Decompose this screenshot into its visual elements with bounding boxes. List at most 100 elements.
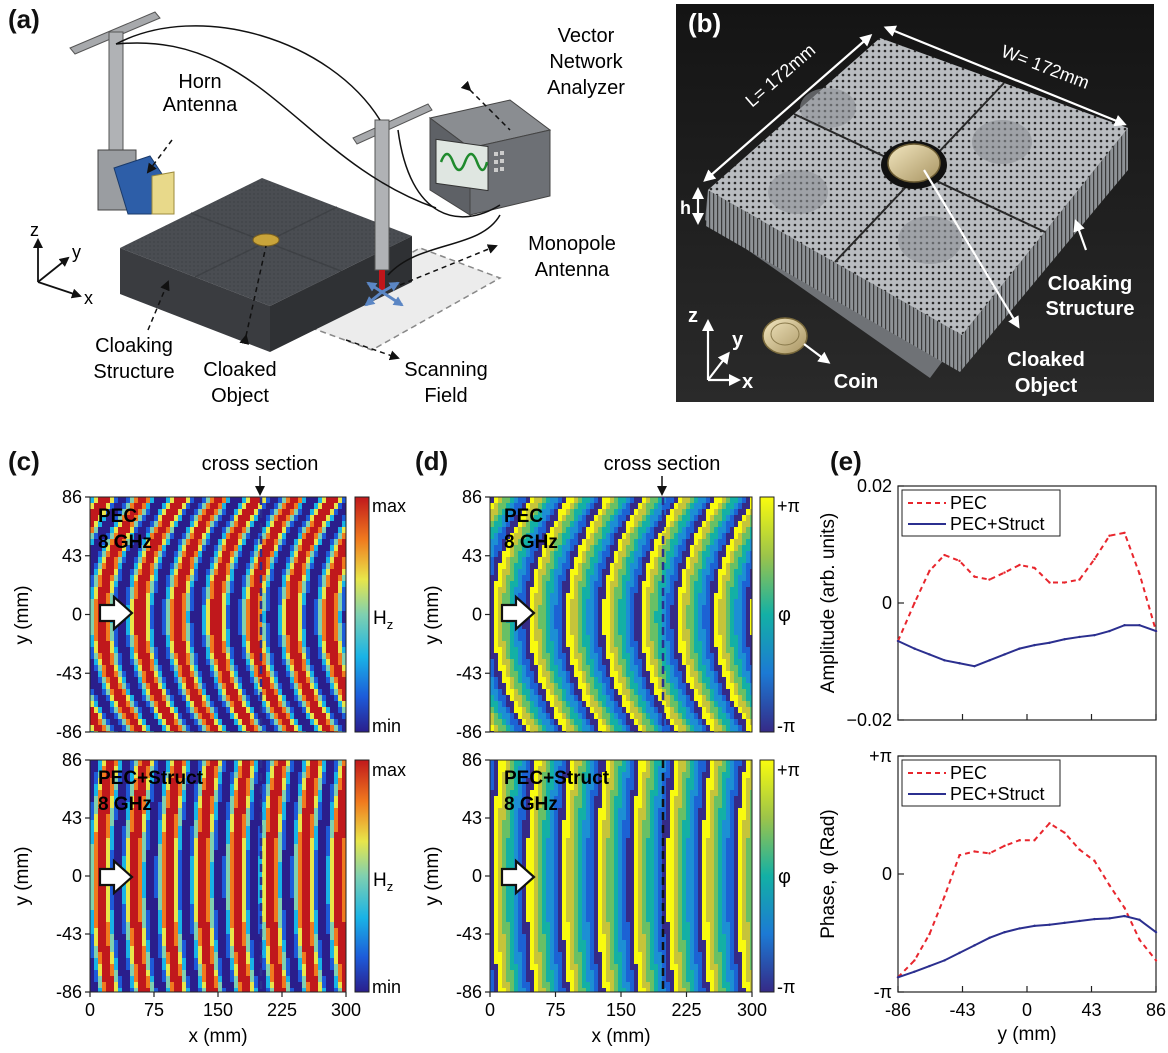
photo-cloaking-structure-label-2: Structure [1046,298,1135,320]
y-tick-label: −0.02 [846,710,892,730]
data-point [928,569,931,573]
scanning-field-label-2: Field [424,385,467,407]
data-point [913,959,916,962]
axis-y-label: y [72,242,81,262]
series-line-pec-struct [897,915,1157,979]
panel-d-top-ylabel: y (mm) [422,585,443,644]
photo-cloaked-object-label-1: Cloaked [1007,349,1085,371]
panel-d-cross-section-label: cross section [604,453,721,475]
monopole-antenna-icon [379,270,385,290]
legend-entry: PEC [950,763,987,783]
panel-c-top-ylabel: y (mm) [12,585,33,644]
y-tick-label: -43 [56,924,82,944]
height-h-label: h [680,198,691,218]
data-point [1093,859,1096,863]
panel-a-label: (a) [8,4,40,34]
series-line-pec [897,531,1157,642]
panel-d-top-title-2: 8 GHz [504,532,558,553]
colorbar-d-bottom-label: φ [778,866,791,888]
colorbar-c-bottom-min: min [372,977,401,997]
x-tick-label: 225 [671,1000,701,1020]
panel-c-top-title-1: PEC [98,506,137,527]
data-point [1138,572,1141,575]
data-point [1048,581,1051,584]
data-point [1033,643,1036,647]
data-point [1003,844,1006,848]
monopole-antenna-stand [352,103,433,307]
legend-entry: PEC+Struct [950,514,1045,534]
y-tick-label: -43 [456,924,482,944]
incident-wave-arrow-icon [500,594,536,632]
y-tick-label: 43 [62,808,82,828]
colorbar-c-bottom-max: max [372,760,406,780]
panel-c-cross-section-label: cross section [202,453,319,475]
x-axis-label: y (mm) [997,1024,1056,1045]
data-point [1048,641,1051,644]
data-point [1154,959,1158,962]
data-point [943,895,946,898]
panel-c-xlabel: x (mm) [188,1026,247,1047]
x-tick-label: 150 [606,1000,636,1020]
data-point [1078,919,1081,923]
colorbar-d-top-min: -π [777,716,795,736]
data-point [958,559,961,563]
data-point [913,647,916,650]
data-point [1093,917,1096,921]
y-tick-label: -43 [56,663,82,683]
data-point [973,944,976,947]
monopole-label-2: Antenna [535,259,610,281]
data-point [988,936,991,940]
axis-z-label: z [30,220,39,240]
panel-d-label: (d) [415,446,448,476]
data-point [1108,534,1111,537]
data-point [1033,838,1036,842]
data-point [1063,921,1066,925]
y-tick-label: -86 [56,722,82,742]
data-point [1018,647,1021,650]
colorbar-hz-bottom [354,759,370,993]
y-tick-label: 0 [72,866,82,886]
y-tick-label: 0 [72,605,82,625]
legend-entry: PEC [950,493,987,513]
data-point [988,852,991,855]
y-tick-label: +π [869,746,892,766]
data-point [1003,571,1006,574]
pin-sidewall-right [960,128,1128,372]
data-point [988,578,991,581]
data-point [913,601,916,605]
cloaking-structure-label-2: Structure [93,361,174,383]
horn-antenna-label-2: Antenna [163,94,238,116]
colorbar-c-top-min: min [372,716,401,736]
series-line-pec-struct [897,624,1157,668]
vna-label-1: Vector [558,25,615,47]
data-point [943,959,946,962]
heatmap-pec-phase [490,497,752,732]
x-tick-label: -43 [949,1000,975,1020]
y-tick-label: -86 [56,982,82,1002]
data-point [973,575,976,578]
panel-b: (b) L= 172mm W= 172mm h Cloaking Structu… [676,4,1154,402]
data-point [1138,938,1141,941]
data-point [1003,931,1006,934]
data-point [943,553,946,557]
data-point [1018,927,1021,930]
panel-a-axes-icon [33,238,82,299]
data-point [1063,831,1066,834]
colorbar-hz-top [354,496,370,733]
x-tick-label: 150 [203,1000,233,1020]
incident-wave-arrow-icon [500,858,536,896]
cloaked-object-label-1: Cloaked [203,359,276,381]
y-tick-label: 0.02 [857,476,892,496]
colorbar-d-top-max: +π [777,496,800,516]
y-tick-label: 0 [472,605,482,625]
x-tick-label: 300 [331,1000,361,1020]
data-point [1078,635,1081,639]
data-point [896,976,900,979]
colorbar-d-top-label: φ [778,604,791,626]
scanning-field-label-1: Scanning [404,359,487,381]
colorbar-d-bottom-min: -π [777,977,795,997]
